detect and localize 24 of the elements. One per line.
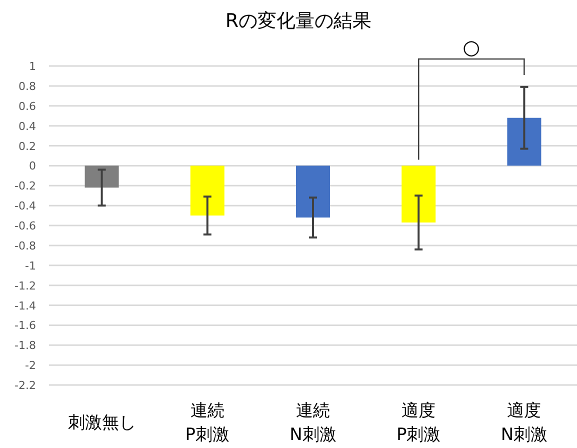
y-tick-label: -0.8 [14, 239, 36, 252]
y-tick-label: -0.4 [14, 200, 36, 213]
chart-title: Rの変化量の結果 [225, 10, 372, 32]
y-tick-label: 0 [29, 160, 36, 173]
y-tick-label: -0.6 [14, 220, 36, 232]
y-tick-label: -1.2 [14, 279, 36, 292]
y-tick-label: 1 [29, 60, 36, 73]
x-tick-label: 連続 N刺激 [290, 401, 336, 445]
y-tick-label: 0.6 [18, 100, 36, 113]
y-tick-label: -2.2 [14, 379, 36, 392]
y-tick-label: -2 [25, 359, 36, 372]
y-tick-label: 0.2 [18, 140, 36, 153]
x-tick-label: 刺激無し [68, 413, 136, 433]
y-tick-label: -1 [25, 259, 36, 272]
y-tick-label: 0.4 [18, 120, 36, 133]
x-tick-label: 適度 P刺激 [396, 401, 441, 445]
y-tick-label: -1.4 [14, 299, 36, 312]
y-tick-label: 0.8 [18, 80, 36, 93]
y-tick-label: -0.2 [14, 180, 36, 193]
text: ○ [462, 35, 480, 59]
x-tick-label: 適度 N刺激 [500, 401, 548, 445]
y-tick-label: -1.8 [14, 339, 36, 352]
x-tick-label: 連続 P刺激 [185, 401, 230, 445]
y-tick-label: -1.6 [14, 319, 36, 332]
